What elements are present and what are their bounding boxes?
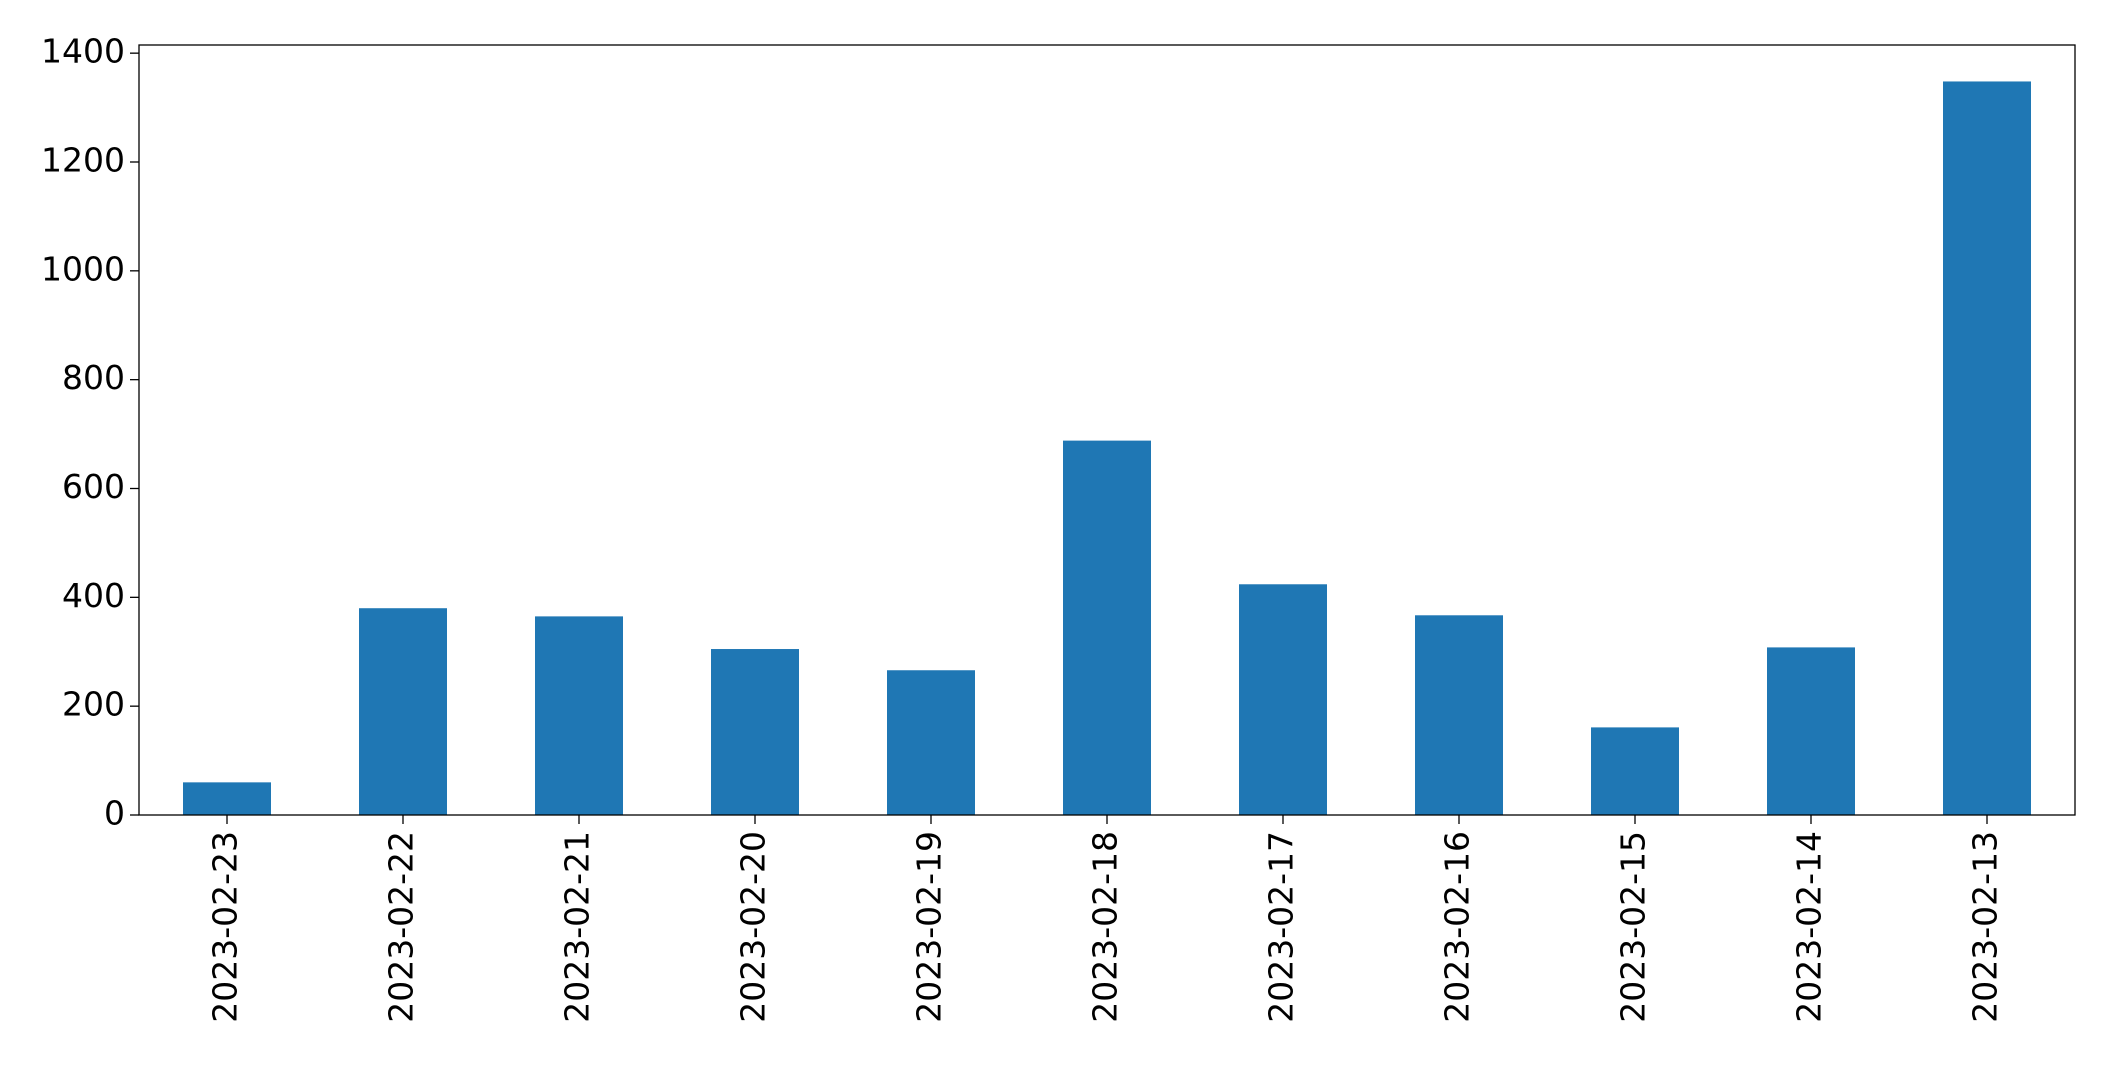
x-tick-label: 2023-02-14	[1790, 831, 1829, 1023]
x-tick-label: 2023-02-13	[1966, 831, 2005, 1023]
x-tick-label: 2023-02-20	[734, 831, 773, 1023]
x-tick-label: 2023-02-15	[1614, 831, 1653, 1023]
bar	[711, 649, 799, 815]
bar	[1063, 440, 1151, 815]
x-tick-label: 2023-02-19	[910, 831, 949, 1023]
y-tick-label: 1200	[41, 140, 125, 179]
x-tick-label: 2023-02-22	[382, 831, 421, 1023]
x-tick-label: 2023-02-23	[206, 831, 245, 1023]
y-tick-label: 600	[62, 467, 125, 506]
plot-frame	[138, 44, 2076, 816]
bar	[887, 670, 975, 815]
y-tick-label: 400	[62, 576, 125, 615]
x-tick-label: 2023-02-17	[1262, 831, 1301, 1023]
bar	[183, 782, 271, 815]
bar	[359, 608, 447, 815]
bar	[1767, 647, 1855, 815]
y-tick-label: 0	[104, 794, 125, 833]
bar	[1943, 81, 2031, 816]
bar	[535, 616, 623, 815]
y-tick-label: 1400	[41, 32, 125, 71]
x-tick-label: 2023-02-16	[1438, 831, 1477, 1023]
bar	[1415, 615, 1503, 815]
x-tick-label: 2023-02-18	[1086, 831, 1125, 1023]
y-tick-label: 200	[62, 685, 125, 724]
bar	[1239, 584, 1327, 815]
y-tick-label: 1000	[41, 249, 125, 288]
y-tick-label: 800	[62, 358, 125, 397]
x-tick-label: 2023-02-21	[558, 831, 597, 1023]
bar	[1591, 727, 1679, 815]
